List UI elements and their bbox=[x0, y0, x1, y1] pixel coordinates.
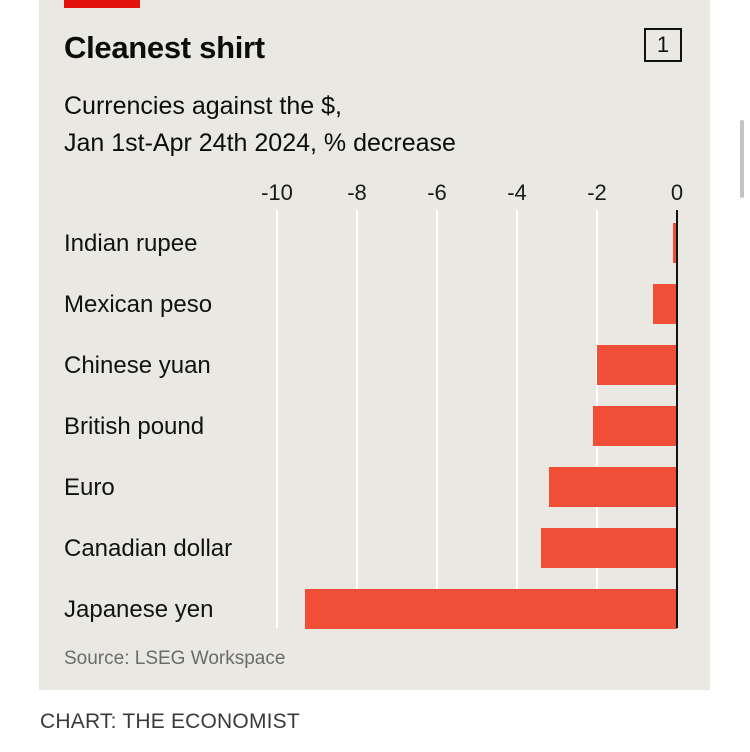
category-label: Japanese yen bbox=[64, 596, 213, 623]
bar bbox=[541, 528, 677, 568]
subtitle-line-2: Jan 1st-Apr 24th 2024, % decrease bbox=[64, 129, 456, 157]
bar-chart: -10 -8 -6 -4 -2 0 Indian rupee Mexican peso Chin… bbox=[64, 180, 683, 629]
bar bbox=[549, 467, 677, 507]
category-label: Chinese yuan bbox=[64, 352, 211, 379]
category-label: Mexican peso bbox=[64, 291, 212, 318]
category-label: Indian rupee bbox=[64, 230, 197, 257]
bar bbox=[653, 284, 677, 324]
bar bbox=[597, 345, 677, 385]
chart-subtitle: Currencies against the $, Jan 1st-Apr 24… bbox=[64, 88, 456, 162]
scrollbar[interactable] bbox=[740, 120, 744, 198]
chart-credit: CHART: THE ECONOMIST bbox=[40, 710, 300, 733]
x-tick-label: -4 bbox=[507, 180, 527, 205]
category-label: Canadian dollar bbox=[64, 535, 232, 562]
chart-number-badge: 1 bbox=[644, 28, 682, 62]
x-tick-label: 0 bbox=[671, 180, 683, 205]
x-tick-label: -2 bbox=[587, 180, 607, 205]
category-label: British pound bbox=[64, 413, 204, 440]
brand-tab bbox=[64, 0, 140, 8]
category-label: Euro bbox=[64, 474, 115, 501]
bar bbox=[673, 223, 677, 263]
x-tick-label: -6 bbox=[427, 180, 447, 205]
subtitle-line-1: Currencies against the $, bbox=[64, 92, 342, 120]
x-tick-label: -10 bbox=[261, 180, 293, 205]
bar bbox=[305, 589, 677, 629]
source-note: Source: LSEG Workspace bbox=[64, 648, 286, 669]
x-tick-label: -8 bbox=[347, 180, 367, 205]
bar bbox=[593, 406, 677, 446]
chart-title: Cleanest shirt bbox=[64, 30, 265, 65]
